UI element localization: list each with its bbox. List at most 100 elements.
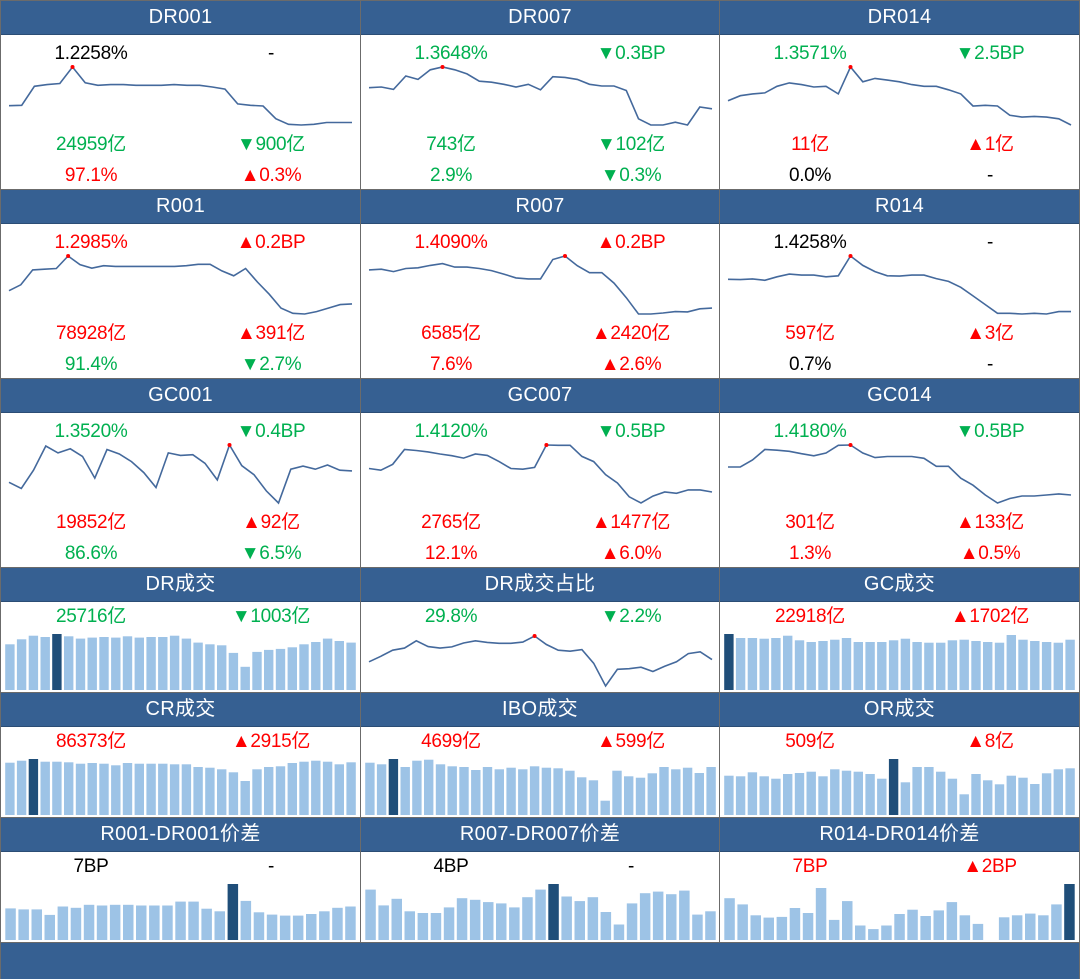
bar bbox=[613, 924, 625, 940]
bar bbox=[16, 760, 27, 815]
panel-ibo: IBO成交 4699亿 ▲599亿 bbox=[361, 693, 719, 817]
series-line bbox=[368, 66, 713, 126]
bar bbox=[574, 901, 585, 940]
bar bbox=[57, 906, 69, 940]
value-row: 7BP ▲2BP bbox=[720, 854, 1079, 880]
bar bbox=[900, 782, 911, 815]
value-row: 6585亿 ▲2420亿 bbox=[361, 321, 719, 347]
rate-value: 1.3648% bbox=[414, 43, 488, 64]
bar bbox=[136, 905, 147, 940]
bar-current bbox=[52, 634, 62, 690]
bar bbox=[705, 911, 716, 940]
value-row: 301亿 ▲133亿 bbox=[720, 510, 1079, 536]
bar bbox=[287, 647, 297, 690]
bar bbox=[435, 764, 446, 815]
bar bbox=[471, 770, 481, 815]
bar bbox=[1038, 915, 1049, 940]
main-value: 4699亿 bbox=[421, 731, 481, 752]
main-change: ▲8亿 bbox=[966, 731, 1014, 752]
main-change: - bbox=[627, 856, 635, 877]
bar bbox=[496, 903, 507, 940]
bar-current bbox=[28, 759, 39, 815]
panel-dr001: DR001 1.2258% - 24959亿 ▼900亿 97.1% ▲0.3% bbox=[1, 1, 360, 189]
bar bbox=[737, 904, 748, 940]
bar bbox=[972, 923, 984, 940]
panel-gc: GC成交 22918亿 ▲1702亿 bbox=[720, 568, 1079, 692]
bar-current bbox=[227, 884, 239, 940]
panel-title: GC001 bbox=[1, 379, 360, 413]
main-value: 4BP bbox=[433, 856, 469, 877]
bar bbox=[365, 889, 376, 940]
value-row: 0.0% - bbox=[720, 163, 1079, 189]
value-row: 19852亿 ▲92亿 bbox=[1, 510, 360, 536]
series-line bbox=[8, 443, 353, 505]
bar bbox=[806, 642, 816, 690]
bar bbox=[759, 776, 769, 815]
bar bbox=[424, 759, 434, 815]
bar bbox=[483, 902, 494, 940]
panel-r001-dr001: R001-DR001价差 7BP - bbox=[1, 818, 360, 942]
panel-title: R007-DR007价差 bbox=[361, 818, 719, 852]
bar bbox=[193, 767, 203, 815]
bar bbox=[1011, 915, 1023, 940]
bar bbox=[553, 768, 563, 815]
bar bbox=[1053, 769, 1063, 815]
bar-current bbox=[388, 759, 399, 815]
main-change: ▲599亿 bbox=[596, 731, 665, 752]
bar bbox=[815, 888, 827, 940]
volume-value: 743亿 bbox=[426, 134, 476, 155]
bar bbox=[456, 898, 468, 940]
main-change: ▲1702亿 bbox=[950, 606, 1030, 627]
bar bbox=[146, 637, 156, 690]
bar bbox=[75, 638, 86, 690]
bar bbox=[994, 784, 1005, 815]
bar bbox=[31, 909, 42, 940]
bar bbox=[240, 666, 250, 690]
panel-title: R001 bbox=[1, 190, 360, 224]
panel-r007-dr007: R007-DR007价差 4BP - bbox=[361, 818, 719, 942]
bar bbox=[64, 636, 74, 690]
bar bbox=[877, 642, 887, 690]
bar bbox=[87, 763, 97, 815]
share-value: 1.3% bbox=[788, 543, 832, 564]
bar bbox=[853, 642, 863, 690]
rate-trend-chart bbox=[368, 443, 713, 504]
rate-trend-chart bbox=[368, 65, 713, 126]
bar bbox=[311, 760, 321, 815]
bar bbox=[936, 771, 946, 815]
rate-change: ▼0.4BP bbox=[236, 421, 306, 442]
bar bbox=[1006, 635, 1016, 690]
bar bbox=[279, 915, 291, 940]
rate-trend-chart bbox=[727, 65, 1072, 126]
main-value: 7BP bbox=[792, 856, 828, 877]
bar bbox=[306, 914, 317, 940]
bar bbox=[482, 767, 493, 815]
bar bbox=[600, 912, 612, 940]
bar bbox=[706, 767, 716, 815]
bar bbox=[936, 642, 946, 690]
bar bbox=[561, 896, 572, 940]
bar bbox=[776, 916, 788, 940]
panel-title: DR007 bbox=[361, 1, 719, 35]
value-row: 743亿 ▼102亿 bbox=[361, 132, 719, 158]
value-row: 1.4180% ▼0.5BP bbox=[720, 419, 1079, 445]
bar bbox=[783, 635, 793, 690]
share-change: ▼0.3% bbox=[600, 165, 662, 186]
rate-change: - bbox=[267, 43, 275, 64]
bar bbox=[264, 767, 274, 815]
main-value: 22918亿 bbox=[774, 606, 846, 627]
bar bbox=[541, 767, 552, 815]
bar bbox=[240, 781, 250, 815]
bar bbox=[162, 905, 173, 940]
rate-change: ▼0.3BP bbox=[596, 43, 666, 64]
value-row: 25716亿 ▼1003亿 bbox=[1, 604, 360, 630]
panel-r001: R001 1.2985% ▲0.2BP 78928亿 ▲391亿 91.4% ▼2.7% bbox=[1, 190, 360, 378]
bar bbox=[217, 769, 227, 815]
bar bbox=[506, 767, 516, 815]
value-row: 12.1% ▲6.0% bbox=[361, 541, 719, 567]
value-row: 4BP - bbox=[361, 854, 719, 880]
bar bbox=[652, 891, 664, 940]
footer-bar bbox=[1, 943, 1079, 979]
bar bbox=[217, 645, 227, 690]
